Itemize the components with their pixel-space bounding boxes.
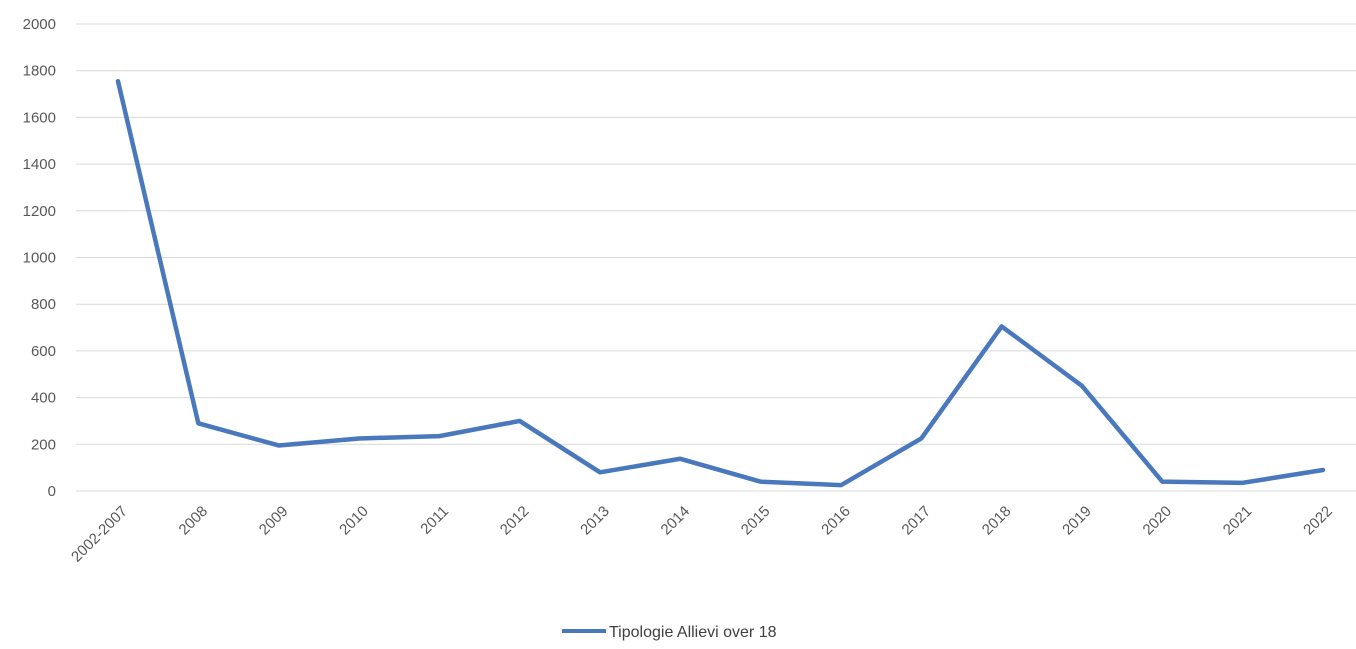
y-tick-label: 200 bbox=[31, 436, 56, 453]
data-point bbox=[197, 422, 199, 424]
gridlines bbox=[76, 23, 1356, 492]
y-tick-label: 1200 bbox=[23, 203, 56, 220]
data-point bbox=[679, 458, 681, 460]
x-tick-label: 2020 bbox=[1140, 503, 1176, 539]
x-tick-label: 2019 bbox=[1059, 503, 1095, 539]
data-point bbox=[358, 437, 360, 439]
x-tick-label: 2017 bbox=[899, 503, 935, 539]
data-point bbox=[760, 481, 762, 483]
x-tick-label: 2013 bbox=[577, 503, 613, 539]
x-tick-label: 2009 bbox=[256, 503, 292, 539]
x-tick-label: 2016 bbox=[818, 503, 854, 539]
data-point bbox=[840, 484, 842, 486]
x-tick-label: 2010 bbox=[336, 503, 372, 539]
x-tick-label: 2018 bbox=[979, 503, 1015, 539]
data-point bbox=[519, 420, 521, 422]
data-point bbox=[920, 437, 922, 439]
data-point bbox=[1001, 325, 1003, 327]
x-tick-label: 2011 bbox=[417, 503, 452, 538]
data-point bbox=[117, 80, 119, 82]
data-point bbox=[1242, 482, 1244, 484]
data-point bbox=[438, 435, 440, 437]
legend-label: Tipologie Allievi over 18 bbox=[609, 624, 777, 641]
data-point bbox=[278, 444, 280, 446]
y-tick-label: 2000 bbox=[23, 16, 56, 33]
x-tick-label: 2012 bbox=[497, 503, 533, 539]
x-tick-label: 2015 bbox=[738, 503, 774, 539]
y-tick-label: 1000 bbox=[23, 250, 56, 267]
y-tick-label: 400 bbox=[31, 390, 56, 407]
series-layer bbox=[115, 78, 1326, 488]
x-tick-label: 2014 bbox=[658, 503, 694, 539]
x-tick-label: 2008 bbox=[176, 503, 212, 539]
data-point bbox=[1161, 481, 1163, 483]
x-tick-label: 2002-2007 bbox=[68, 503, 131, 566]
y-tick-label: 600 bbox=[31, 343, 56, 360]
x-axis-ticks: 2002-2007 2008 2009 2010 2011 2012 2013 2014 201… bbox=[68, 503, 1336, 566]
y-axis-ticks: 0 200 400 600 800 1000 1200 1400 1600 1800 2000 bbox=[23, 16, 56, 500]
y-tick-label: 0 bbox=[48, 483, 56, 500]
x-tick-label: 2022 bbox=[1300, 503, 1336, 539]
y-tick-label: 800 bbox=[31, 296, 56, 313]
y-tick-label: 1400 bbox=[23, 156, 56, 173]
legend: Tipologie Allievi over 18 bbox=[562, 624, 777, 641]
y-tick-label: 1600 bbox=[23, 109, 56, 126]
data-point bbox=[1322, 469, 1324, 471]
y-tick-label: 1800 bbox=[23, 63, 56, 80]
data-point bbox=[599, 471, 601, 473]
data-point bbox=[1081, 385, 1083, 387]
series-line bbox=[115, 78, 1326, 488]
x-tick-label: 2021 bbox=[1220, 503, 1256, 539]
